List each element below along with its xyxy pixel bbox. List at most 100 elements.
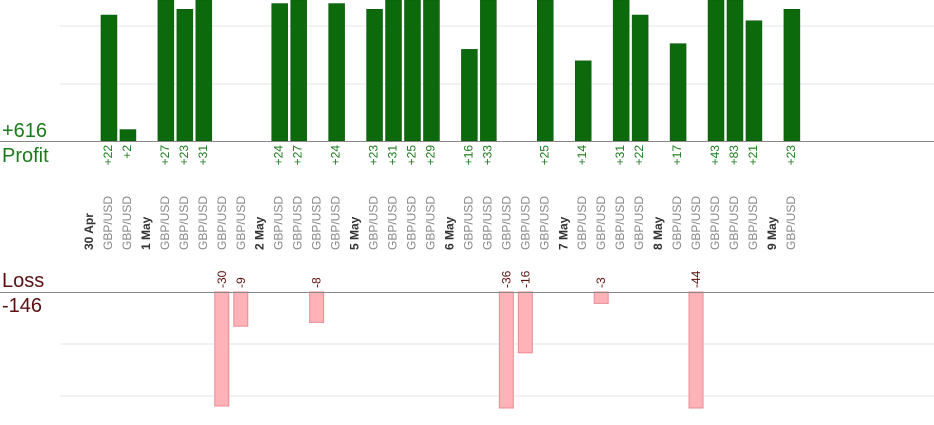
profit-value-label: +31 bbox=[613, 145, 627, 166]
profit-bar bbox=[176, 9, 194, 142]
profit-value-label: +16 bbox=[461, 145, 475, 166]
pair-label: GBP/USD bbox=[613, 196, 627, 250]
pair-label: GBP/USD bbox=[632, 196, 646, 250]
loss-total: -146 bbox=[2, 295, 43, 317]
pair-label: GBP/USD bbox=[367, 196, 381, 250]
profit-value-label: +14 bbox=[575, 145, 589, 166]
loss-value-label: -16 bbox=[518, 270, 532, 288]
pair-label: GBP/USD bbox=[575, 196, 589, 250]
profit-value-label: +27 bbox=[158, 145, 172, 166]
profit-bar bbox=[537, 0, 554, 142]
profit-bar bbox=[726, 0, 744, 142]
loss-label: Loss bbox=[2, 270, 45, 292]
profit-bar bbox=[783, 9, 801, 142]
profit-value-label: +23 bbox=[367, 145, 381, 166]
profit-bar bbox=[423, 0, 440, 142]
profit-bar bbox=[404, 0, 421, 142]
profit-value-label: +23 bbox=[177, 145, 191, 166]
profit-bar bbox=[366, 9, 383, 142]
profit-bar bbox=[119, 129, 137, 142]
pair-label: GBP/USD bbox=[423, 196, 437, 250]
pair-label: GBP/USD bbox=[499, 196, 513, 250]
profit-value-label: +2 bbox=[120, 145, 134, 159]
profit-value-label: +25 bbox=[537, 145, 551, 166]
profit-bar bbox=[100, 14, 118, 142]
loss-value-label: -3 bbox=[594, 277, 608, 288]
profit-bar bbox=[745, 20, 763, 142]
pair-label: GBP/USD bbox=[215, 196, 229, 250]
pair-label: GBP/USD bbox=[177, 196, 191, 250]
profit-value-label: +17 bbox=[670, 145, 684, 166]
date-label: 6 May bbox=[442, 216, 456, 250]
date-label: 7 May bbox=[556, 216, 570, 250]
date-label: 30 Apr bbox=[82, 213, 96, 250]
profit-bar bbox=[157, 0, 175, 142]
loss-value-label: -8 bbox=[310, 277, 324, 288]
profit-value-label: +31 bbox=[386, 145, 400, 166]
pair-label: GBP/USD bbox=[727, 196, 741, 250]
loss-bar bbox=[309, 291, 325, 323]
pair-label: GBP/USD bbox=[670, 196, 684, 250]
profit-bar bbox=[669, 43, 687, 142]
pair-label: GBP/USD bbox=[158, 196, 172, 250]
profit-value-label: +24 bbox=[272, 145, 286, 166]
profit-total: +616 bbox=[2, 120, 48, 142]
pair-label: GBP/USD bbox=[518, 196, 532, 250]
profit-value-label: +23 bbox=[784, 145, 798, 166]
profit-value-label: +31 bbox=[196, 145, 210, 166]
profit-bar bbox=[461, 49, 478, 142]
profit-value-label: +24 bbox=[329, 145, 343, 166]
loss-value-label: -36 bbox=[499, 270, 513, 288]
pair-label: GBP/USD bbox=[784, 196, 798, 250]
pair-label: GBP/USD bbox=[196, 196, 210, 250]
date-label: 1 May bbox=[139, 216, 153, 250]
date-label: 2 May bbox=[253, 216, 267, 250]
pair-label: GBP/USD bbox=[272, 196, 286, 250]
pair-label: GBP/USD bbox=[329, 196, 343, 250]
profit-value-label: +27 bbox=[291, 145, 305, 166]
date-label: 9 May bbox=[765, 216, 779, 250]
profit-value-label: +43 bbox=[708, 145, 722, 166]
pair-label: GBP/USD bbox=[689, 196, 703, 250]
loss-bar bbox=[517, 291, 533, 354]
profit-bar bbox=[612, 0, 630, 142]
profit-bar bbox=[271, 3, 288, 142]
pair-label: GBP/USD bbox=[404, 196, 418, 250]
loss-bar bbox=[233, 291, 249, 327]
pair-label: GBP/USD bbox=[234, 196, 248, 250]
loss-value-label: -44 bbox=[689, 270, 703, 288]
profit-value-label: +33 bbox=[480, 145, 494, 166]
profit-bar bbox=[480, 0, 497, 142]
date-label: 8 May bbox=[651, 216, 665, 250]
profit-value-label: +21 bbox=[746, 145, 760, 166]
loss-bar bbox=[688, 291, 704, 409]
pair-label: GBP/USD bbox=[291, 196, 305, 250]
pair-label: GBP/USD bbox=[746, 196, 760, 250]
loss-bar bbox=[593, 291, 609, 304]
profit-bar bbox=[707, 0, 725, 142]
pair-label: GBP/USD bbox=[594, 196, 608, 250]
profit-value-label: +29 bbox=[423, 145, 437, 166]
profit-value-label: +83 bbox=[727, 145, 741, 166]
pair-label: GBP/USD bbox=[101, 196, 115, 250]
profit-bar bbox=[328, 3, 345, 142]
pair-label: GBP/USD bbox=[461, 196, 475, 250]
pair-label: GBP/USD bbox=[386, 196, 400, 250]
profit-bar bbox=[385, 0, 402, 142]
profit-bar bbox=[195, 0, 213, 142]
loss-bar bbox=[498, 291, 514, 409]
profit-value-label: +22 bbox=[632, 145, 646, 166]
pair-label: GBP/USD bbox=[537, 196, 551, 250]
pair-label: GBP/USD bbox=[480, 196, 494, 250]
profit-value-label: +22 bbox=[101, 145, 115, 166]
pair-label: GBP/USD bbox=[310, 196, 324, 250]
profit-bar bbox=[574, 60, 592, 142]
pair-label: GBP/USD bbox=[708, 196, 722, 250]
pair-label: GBP/USD bbox=[120, 196, 134, 250]
profit-value-label: +25 bbox=[404, 145, 418, 166]
loss-value-label: -30 bbox=[215, 270, 229, 288]
profit-bar bbox=[631, 14, 649, 142]
loss-value-label: -9 bbox=[234, 277, 248, 288]
